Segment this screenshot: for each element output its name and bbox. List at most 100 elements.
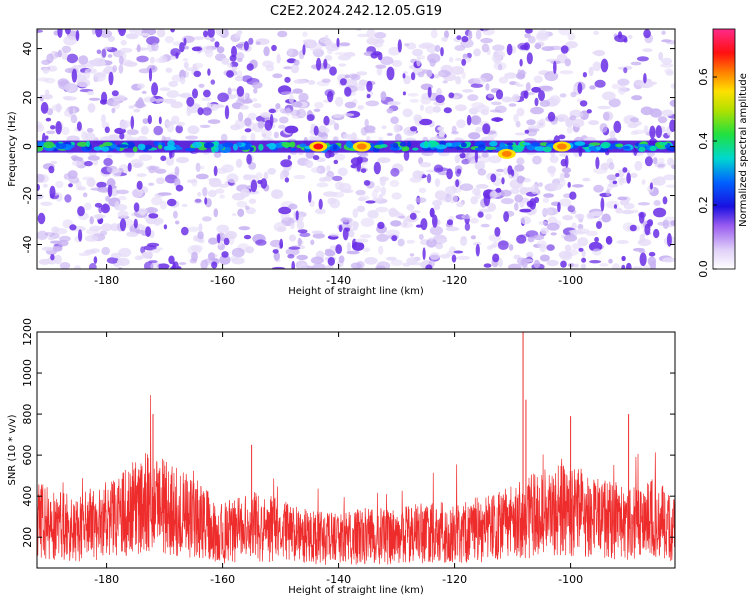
strong-noise-blob [175, 184, 184, 192]
noise-blob [316, 182, 329, 188]
noise-blob [650, 108, 663, 118]
colorbar-gradient [712, 28, 736, 270]
strong-noise-blob [193, 70, 202, 78]
noise-blob [239, 105, 249, 110]
noise-blob [155, 177, 165, 185]
noise-blob [544, 71, 559, 82]
strong-noise-blob [373, 51, 381, 56]
strong-noise-blob [170, 29, 175, 33]
strong-noise-blob [284, 177, 290, 183]
band-segment [345, 140, 353, 148]
band-segment [659, 142, 668, 146]
noise-blob [473, 77, 487, 85]
colorbar-tick-label: 0.2 [697, 196, 710, 214]
noise-blob [110, 252, 123, 259]
noise-blob [412, 48, 423, 57]
strong-noise-blob [211, 261, 218, 269]
noise-blob [497, 240, 509, 251]
strong-noise-blob [557, 202, 561, 213]
band-segment [412, 147, 419, 151]
noise-blob [616, 240, 629, 244]
noise-blob [547, 216, 558, 225]
noise-blob [156, 29, 166, 38]
noise-blob [481, 152, 489, 158]
strong-noise-blob [526, 52, 533, 65]
noise-blob [393, 123, 401, 133]
strong-noise-blob [648, 251, 656, 257]
noise-blob [337, 54, 351, 61]
x-tick-label: -120 [442, 274, 467, 287]
y-tick-label: 1200 [21, 318, 34, 346]
strong-noise-blob [231, 45, 237, 58]
noise-blob [136, 55, 149, 63]
noise-blob [323, 191, 338, 197]
band-segment [86, 140, 90, 148]
noise-blob [433, 164, 444, 173]
noise-blob [572, 184, 584, 188]
noise-blob [334, 153, 346, 161]
noise-blob [657, 221, 667, 226]
noise-blob [630, 172, 638, 178]
noise-blob [541, 46, 555, 52]
noise-blob [670, 220, 675, 226]
band-segment [55, 142, 60, 147]
strong-noise-blob [525, 29, 533, 34]
noise-blob [186, 107, 192, 117]
band-segment [485, 146, 497, 150]
strong-noise-blob [207, 29, 215, 38]
noise-blob [617, 196, 628, 201]
band-segment [649, 145, 657, 152]
noise-blob [593, 167, 608, 174]
strong-noise-blob [40, 102, 49, 114]
colorbar-tick-label: 0.6 [697, 68, 710, 86]
strong-noise-blob [360, 168, 367, 174]
noise-blob [410, 210, 421, 214]
strong-noise-blob [461, 35, 469, 43]
y-tick-label: 200 [21, 527, 34, 548]
noise-blob [658, 157, 665, 164]
noise-blob [146, 64, 158, 73]
noise-blob [168, 80, 178, 88]
band-segment [489, 141, 498, 147]
noise-blob [404, 43, 410, 47]
noise-blob [419, 261, 427, 268]
noise-blob [572, 118, 585, 128]
noise-blob [454, 154, 461, 164]
x-tick-label: -100 [558, 274, 583, 287]
noise-blob [466, 52, 472, 59]
noise-blob [183, 45, 190, 50]
noise-blob [555, 114, 569, 122]
noise-blob [123, 218, 134, 228]
noise-blob [142, 118, 149, 124]
noise-blob [217, 92, 229, 103]
noise-blob [639, 80, 654, 89]
noise-blob [101, 223, 113, 232]
noise-blob [605, 235, 613, 245]
strong-noise-blob [662, 196, 668, 205]
noise-blob [461, 71, 466, 80]
noise-blob [355, 189, 366, 196]
noise-blob [263, 46, 270, 57]
noise-blob [262, 60, 274, 68]
strong-noise-blob [37, 183, 40, 191]
strong-noise-blob [226, 70, 234, 78]
noise-blob [588, 120, 599, 126]
noise-blob [193, 235, 198, 242]
noise-blob [302, 31, 308, 37]
noise-blob [390, 116, 399, 124]
noise-blob [271, 189, 284, 200]
noise-blob [637, 202, 651, 206]
noise-blob [564, 58, 571, 67]
strong-noise-blob [386, 66, 395, 81]
noise-blob [284, 125, 299, 134]
noise-blob [444, 30, 449, 39]
noise-blob [255, 41, 261, 45]
noise-blob [71, 160, 82, 167]
noise-blob [358, 79, 368, 86]
noise-blob [94, 202, 103, 208]
strong-noise-blob [244, 128, 252, 133]
noise-blob [435, 243, 444, 250]
noise-blob [202, 107, 212, 116]
strong-noise-blob [49, 185, 56, 199]
strong-noise-blob [595, 156, 600, 170]
